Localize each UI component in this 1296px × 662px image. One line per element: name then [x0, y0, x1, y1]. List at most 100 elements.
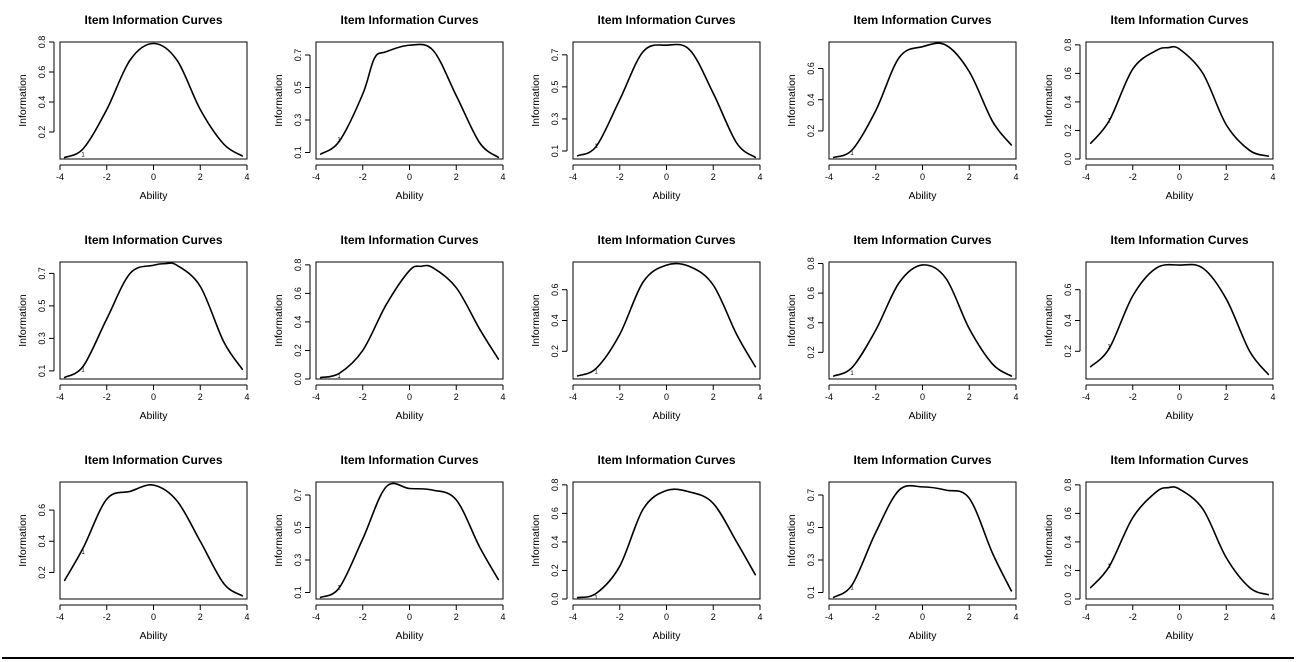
y-tick-label: 0.1: [293, 146, 303, 159]
y-tick-label: 0.3: [37, 332, 47, 345]
x-tick-label: 2: [454, 612, 459, 622]
x-tick-label: -2: [359, 172, 367, 182]
x-tick-label: 4: [500, 612, 505, 622]
x-tick-label: 0: [151, 612, 156, 622]
y-tick-label: 0.0: [1063, 593, 1073, 606]
item-label-marker: 1: [850, 371, 854, 377]
chart-title: Item Information Curves: [853, 13, 991, 27]
y-tick-label: 0.5: [37, 300, 47, 313]
y-tick-label: 0.4: [1063, 536, 1073, 549]
y-axis-label: Information: [273, 514, 285, 567]
x-tick-label: 0: [407, 612, 412, 622]
x-tick-label: 4: [757, 172, 762, 182]
y-tick-label: 0.4: [806, 316, 816, 329]
x-tick-label: -4: [825, 392, 833, 402]
x-axis-label: Ability: [139, 410, 168, 422]
plot-frame: [59, 261, 248, 380]
plot-frame: [828, 261, 1017, 380]
y-tick-label: 0.6: [806, 287, 816, 300]
x-axis-label: Ability: [908, 410, 937, 422]
item-information-panel: Item Information Curves -4 -2 0 2 4 Ability 0.1…: [17, 233, 250, 422]
x-tick-label: 0: [151, 392, 156, 402]
y-tick-label: 0.2: [550, 564, 560, 577]
item-information-panel: Item Information Curves -4 -2 0 2 4 Ability 0.1…: [530, 13, 763, 202]
item-label-marker: 1: [1107, 564, 1111, 570]
item-information-panel: Item Information Curves -4 -2 0 2 4 Ability 0.1…: [273, 453, 506, 642]
y-axis-label: Information: [17, 514, 29, 567]
x-tick-label: 4: [757, 392, 762, 402]
x-tick-label: 0: [1177, 392, 1182, 402]
y-tick-label: 0.6: [550, 283, 560, 296]
y-tick-label: 0.6: [1063, 283, 1073, 296]
y-axis-label: Information: [273, 294, 285, 347]
x-tick-label: 4: [500, 392, 505, 402]
chart-title: Item Information Curves: [84, 233, 222, 247]
plot-frame: [572, 261, 761, 380]
x-tick-label: -2: [103, 172, 111, 182]
item-label-marker: 1: [594, 596, 598, 602]
x-axis-label: Ability: [908, 630, 937, 642]
y-tick-label: 0.7: [806, 489, 816, 502]
y-tick-label: 0.6: [37, 66, 47, 79]
x-tick-label: 0: [407, 392, 412, 402]
y-tick-label: 0.4: [550, 314, 560, 327]
y-axis-label: Information: [1043, 514, 1055, 567]
x-tick-label: -4: [569, 172, 577, 182]
y-tick-label: 0.5: [293, 81, 303, 94]
x-tick-label: -2: [872, 392, 880, 402]
y-tick-label: 0.1: [293, 586, 303, 599]
plot-frame: [315, 481, 504, 600]
x-tick-label: -4: [1082, 172, 1090, 182]
item-label-marker: 1: [594, 369, 598, 375]
x-tick-label: -4: [825, 612, 833, 622]
item-information-panel: Item Information Curves -4 -2 0 2 4 Ability 0.2…: [786, 13, 1019, 202]
item-label-marker: 1: [81, 550, 85, 556]
y-tick-label: 0.3: [293, 114, 303, 127]
plot-frame: [59, 481, 248, 600]
y-tick-label: 0.2: [806, 346, 816, 359]
information-curve: [319, 264, 500, 379]
x-tick-label: -4: [312, 612, 320, 622]
y-tick-label: 0.3: [550, 113, 560, 126]
y-tick-label: 0.6: [550, 507, 560, 520]
chart-title: Item Information Curves: [853, 233, 991, 247]
item-information-panel: Item Information Curves -4 -2 0 2 4 Ability 0.0…: [1043, 453, 1276, 642]
x-tick-label: 4: [1270, 392, 1275, 402]
y-tick-label: 0.5: [293, 521, 303, 534]
x-tick-label: 0: [920, 392, 925, 402]
x-tick-label: 4: [757, 612, 762, 622]
x-tick-label: -4: [1082, 392, 1090, 402]
y-tick-label: 0.2: [37, 566, 47, 579]
y-tick-label: 0.4: [550, 536, 560, 549]
information-curve: [1089, 263, 1270, 376]
x-tick-label: 2: [198, 172, 203, 182]
item-label-marker: 1: [337, 586, 341, 592]
y-axis-label: Information: [786, 294, 798, 347]
y-tick-label: 0.6: [37, 504, 47, 517]
x-tick-label: -2: [616, 172, 624, 182]
item-information-panel: Item Information Curves -4 -2 0 2 4 Ability 0.2…: [17, 13, 250, 202]
chart-title: Item Information Curves: [853, 453, 991, 467]
item-information-panel: Item Information Curves -4 -2 0 2 4 Ability 0.2…: [1043, 233, 1276, 422]
y-tick-label: 0.2: [806, 125, 816, 138]
y-tick-label: 0.2: [1063, 124, 1073, 137]
information-curve: [319, 482, 500, 599]
x-tick-label: 0: [920, 172, 925, 182]
y-tick-label: 0.4: [37, 535, 47, 548]
x-tick-label: -2: [1129, 172, 1137, 182]
item-information-panel: Item Information Curves -4 -2 0 2 4 Ability 0.0…: [273, 233, 506, 422]
chart-title: Item Information Curves: [84, 13, 222, 27]
chart-title: Item Information Curves: [340, 233, 478, 247]
x-tick-label: 2: [454, 172, 459, 182]
information-curve: [832, 264, 1013, 377]
x-axis-label: Ability: [1165, 410, 1194, 422]
y-axis-label: Information: [530, 294, 542, 347]
figure-bottom-border: [2, 657, 1294, 659]
x-tick-label: -4: [56, 392, 64, 402]
x-tick-label: 2: [967, 612, 972, 622]
item-label-marker: 1: [337, 138, 341, 144]
information-curve: [319, 43, 500, 159]
y-tick-label: 0.2: [1063, 564, 1073, 577]
chart-title: Item Information Curves: [597, 233, 735, 247]
plot-frame: [572, 41, 761, 160]
